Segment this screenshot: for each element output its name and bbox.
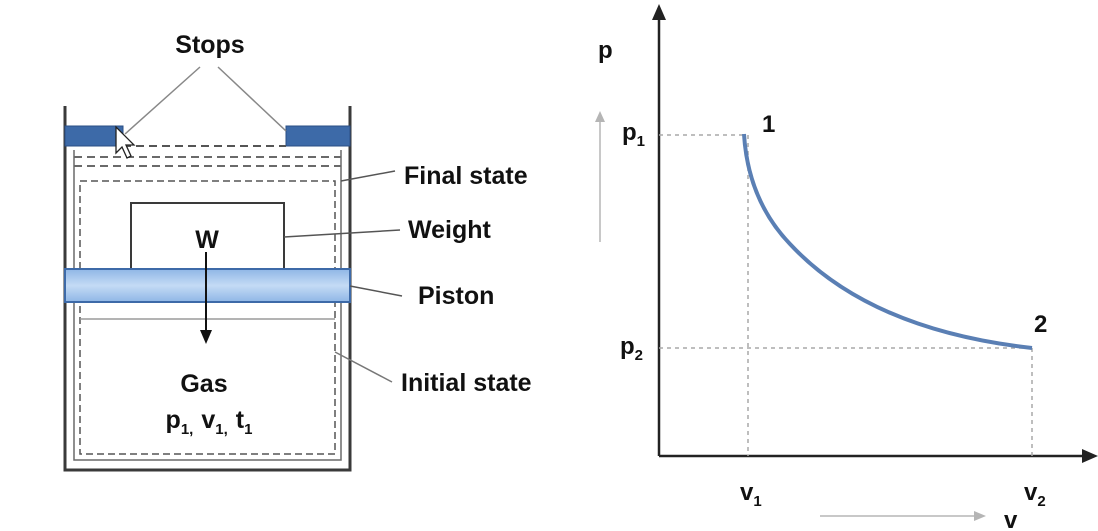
p-direction-arrow-head [595, 111, 605, 122]
x-axis-arrowhead [1082, 449, 1098, 463]
piston-label: Piston [418, 282, 494, 310]
cylinder-wall-inner [73, 150, 342, 461]
y-axis-arrowhead [652, 4, 666, 20]
gas-state-label: p1, v1, t1 [166, 406, 253, 438]
initial-state-leader [334, 351, 393, 383]
point-2-label: 2 [1034, 311, 1047, 338]
v-direction-arrow-head [974, 511, 986, 521]
stops-leader-left [124, 66, 201, 135]
gas-label: Gas [180, 370, 227, 398]
weight-leader [283, 229, 401, 238]
cursor-icon [115, 125, 136, 159]
point-1-label: 1 [762, 111, 775, 138]
gas-boundary-dashed [79, 180, 336, 455]
stop-left [64, 125, 124, 147]
y-tick-p1: p1 [622, 119, 645, 150]
pv-chart: p v 1 2 p1 p2 v1 v2 [595, 4, 1098, 531]
force-arrow-head [200, 330, 212, 344]
x-tick-v1: v1 [740, 479, 762, 510]
y-tick-p2: p2 [620, 333, 643, 364]
final-state-label: Final state [404, 162, 528, 190]
final-state-leader [340, 170, 396, 182]
weight-block [130, 202, 285, 270]
stops-label: Stops [175, 31, 244, 59]
x-axis-label: v [1004, 507, 1018, 531]
weight-symbol: W [195, 226, 219, 254]
cylinder-diagram: W Gas p1, v1, t1 Stops Final state Weight … [63, 31, 532, 472]
piston-leader [349, 285, 403, 297]
piston [64, 268, 351, 303]
stop-right [285, 125, 351, 147]
y-axis-label: p [598, 37, 613, 64]
weight-label: Weight [408, 216, 492, 244]
expansion-curve [742, 133, 1033, 350]
stops-leader-right [217, 66, 287, 132]
x-tick-v2: v2 [1024, 479, 1046, 510]
initial-state-label: Initial state [401, 369, 532, 397]
